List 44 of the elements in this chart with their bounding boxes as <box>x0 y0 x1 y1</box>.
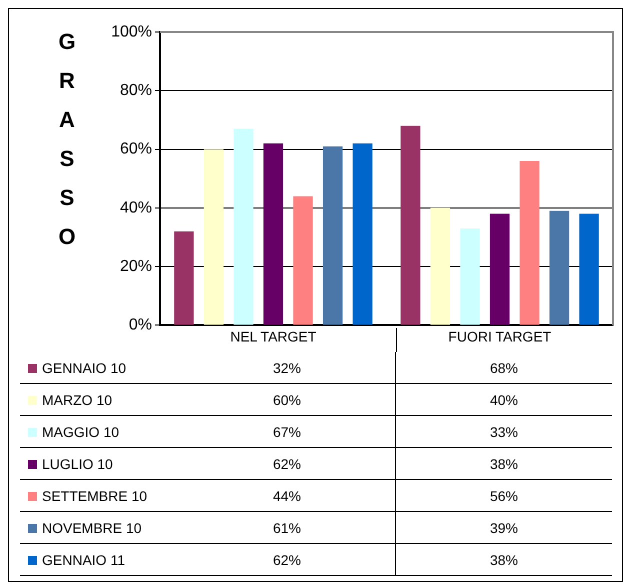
legend-label: GENNAIO 11 <box>42 552 125 568</box>
data-label: 39% <box>396 512 612 544</box>
bar <box>352 143 372 325</box>
data-label: 38% <box>396 544 612 576</box>
data-label: 62% <box>179 448 396 480</box>
bar <box>293 196 313 325</box>
bar <box>549 210 570 325</box>
y-tick-label: 100% <box>111 23 152 40</box>
bar <box>234 128 254 325</box>
bar <box>204 149 224 325</box>
data-label: 44% <box>179 480 396 512</box>
y-tick-label: 0% <box>128 316 152 334</box>
data-label: 33% <box>396 416 612 448</box>
bar <box>322 146 343 325</box>
legend-label: MARZO 10 <box>42 392 112 408</box>
legend-label: NOVEMBRE 10 <box>42 520 142 536</box>
x-tick-label: NEL TARGET <box>230 328 317 344</box>
data-label: 68% <box>396 352 612 384</box>
data-label: 67% <box>179 416 396 448</box>
y-tick-label: 40% <box>120 199 152 216</box>
bar <box>460 228 480 325</box>
data-label: 61% <box>179 512 396 544</box>
data-label: 32% <box>179 352 396 384</box>
bar <box>430 208 450 325</box>
legend-label: LUGLIO 10 <box>42 456 113 472</box>
bar <box>263 143 284 325</box>
bar <box>174 231 194 325</box>
x-tick-label: FUORI TARGET <box>448 328 552 344</box>
data-label: 60% <box>179 384 396 416</box>
bar <box>400 126 420 325</box>
bar <box>579 214 599 325</box>
legend-label: SETTEMBRE 10 <box>42 488 148 504</box>
y-tick-label: 80% <box>120 82 152 100</box>
data-label: 56% <box>396 480 612 512</box>
data-label: 40% <box>396 384 612 416</box>
legend-label: MAGGIO 10 <box>42 424 120 440</box>
legend-label: GENNAIO 10 <box>42 360 126 376</box>
bar <box>490 214 510 325</box>
y-tick-label: 20% <box>120 258 152 275</box>
data-label: 38% <box>396 448 612 480</box>
y-axis-title: GRASSO <box>58 28 76 251</box>
y-tick-label: 60% <box>120 140 152 158</box>
data-label: 62% <box>179 544 396 576</box>
bar <box>520 161 540 325</box>
